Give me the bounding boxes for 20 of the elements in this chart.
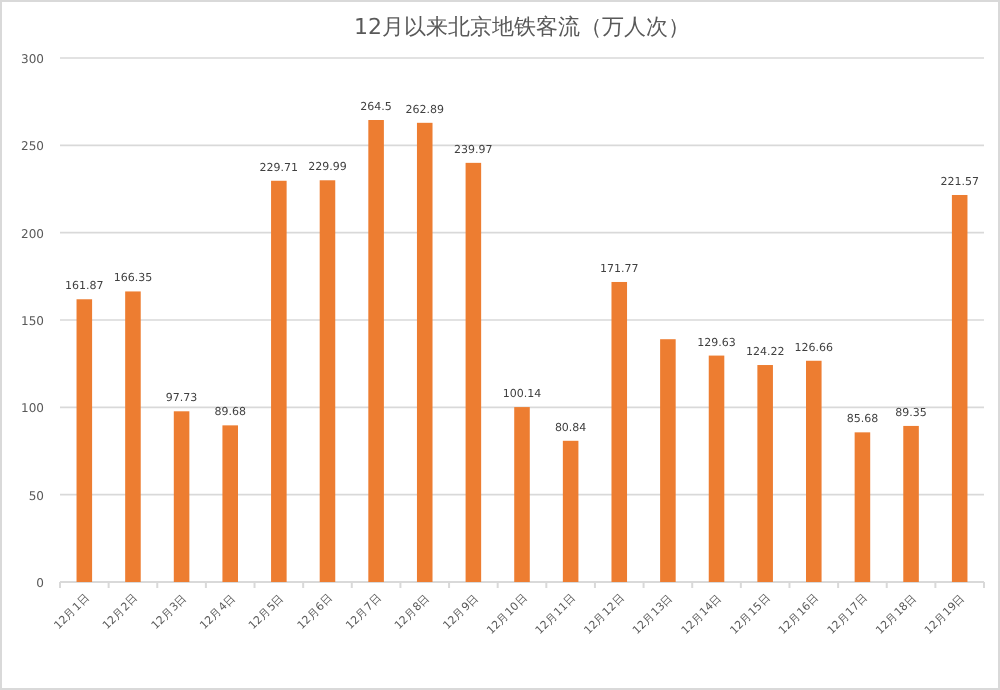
bar xyxy=(222,425,238,582)
bar xyxy=(806,360,822,582)
bar xyxy=(368,120,384,582)
bar xyxy=(757,365,773,582)
bar xyxy=(903,425,919,582)
bar xyxy=(76,299,93,582)
chart-title: 12月以来北京地铁客流（万人次） xyxy=(354,14,690,40)
bar xyxy=(465,162,482,582)
bar xyxy=(319,180,336,582)
bar xyxy=(271,180,287,582)
bar xyxy=(660,339,676,582)
bar xyxy=(854,432,871,582)
bar xyxy=(562,440,579,582)
bar xyxy=(514,407,530,582)
bar xyxy=(611,281,628,582)
bar xyxy=(416,122,433,582)
bar xyxy=(708,355,725,582)
bar xyxy=(173,411,190,582)
bar xyxy=(951,194,968,582)
bar xyxy=(125,291,141,582)
